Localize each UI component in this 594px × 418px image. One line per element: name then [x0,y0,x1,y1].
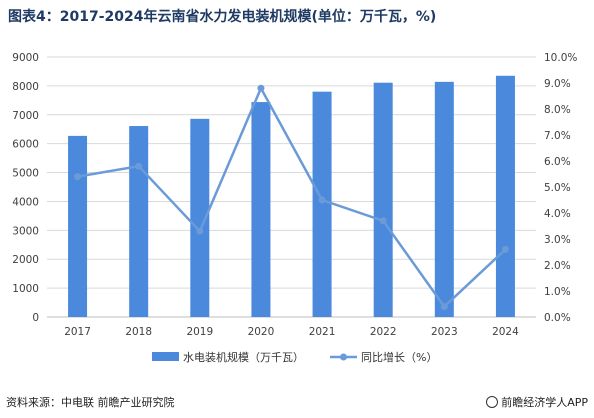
left-tick-label: 1000 [12,283,39,295]
line-point [74,173,82,181]
x-tick-label: 2024 [492,326,519,338]
line-path [77,86,507,308]
legend-label: 水电装机规模（万千瓦） [183,350,304,364]
x-tick-label: 2023 [431,326,458,338]
right-tick-label: 8.0% [544,104,571,116]
legend-label: 同比增长（%） [361,350,437,364]
line-point [257,84,265,92]
right-tick-label: 3.0% [544,234,571,246]
left-tick-label: 7000 [12,110,39,122]
x-tick-label: 2021 [309,326,336,338]
x-tick-label: 2022 [370,326,397,338]
left-tick-label: 8000 [12,81,39,93]
right-tick-label: 9.0% [544,78,571,90]
left-tick-label: 4000 [12,196,39,208]
x-tick-label: 2020 [248,326,275,338]
gridlines [47,56,536,318]
left-tick-label: 6000 [12,139,39,151]
left-axis: 0 1000 2000 3000 4000 5000 6000 7000 8000 9000 [12,52,39,324]
legend-swatch-bar [152,352,179,361]
bar [251,102,271,317]
bar [434,81,454,317]
right-tick-label: 0.0% [544,312,571,324]
line-point [196,227,204,235]
right-tick-label: 7.0% [544,130,571,142]
brand-label: 前瞻经济学人APP [486,394,588,410]
right-tick-label: 5.0% [544,182,571,194]
bar [190,118,210,317]
right-tick-label: 4.0% [544,208,571,220]
line-series [74,84,509,311]
source-note: 资料来源：中电联 前瞻产业研究院 [6,396,175,409]
left-tick-label: 9000 [12,52,39,64]
left-tick-label: 3000 [12,225,39,237]
bar [129,126,149,318]
bar [312,91,332,318]
line-point [501,245,509,253]
line-point [318,196,326,204]
brand-icon [486,396,499,408]
legend: 水电装机规模（万千瓦） 同比增长（%） [152,350,437,364]
x-tick-label: 2018 [125,326,152,338]
bar [495,75,515,318]
left-tick-label: 0 [32,312,39,324]
line-point [379,217,387,225]
x-tick-label: 2019 [186,326,213,338]
bar-series [68,75,515,318]
left-tick-label: 5000 [12,168,39,180]
bar [373,82,393,317]
right-tick-label: 1.0% [544,286,571,298]
right-tick-label: 10.0% [544,52,577,64]
bar [68,135,88,317]
right-tick-label: 6.0% [544,156,571,168]
left-tick-label: 2000 [12,254,39,266]
line-point [440,303,448,311]
x-tick-label: 2017 [64,326,91,338]
legend-swatch-marker [340,353,347,361]
right-tick-label: 2.0% [544,260,571,272]
brand-text: 前瞻经济学人APP [501,396,588,409]
x-axis: 2017 2018 2019 2020 2021 2022 2023 2024 [64,326,519,338]
line-point [135,162,143,170]
chart-title: 图表4：2017-2024年云南省水力发电装机规模(单位：万千瓦，%) [8,9,437,25]
right-axis: 0.0% 1.0% 2.0% 3.0% 4.0% 5.0% 6.0% 7.0% 8.0% 9.0%… [544,52,577,324]
